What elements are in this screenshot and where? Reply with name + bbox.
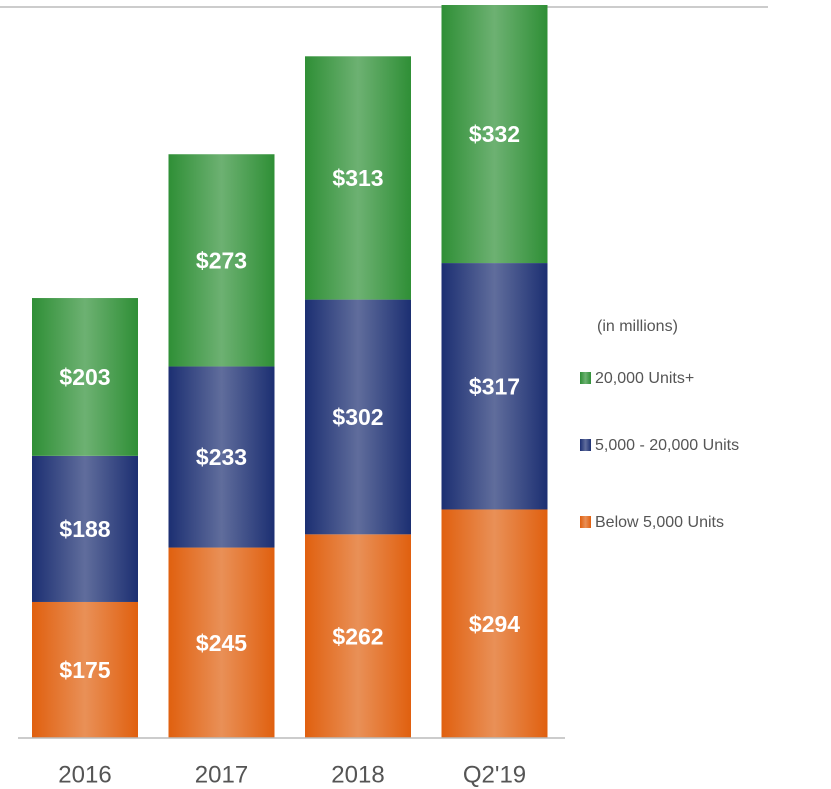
bar-segment (168, 154, 275, 367)
x-tick-label: 2018 (331, 761, 384, 788)
bar-segment (168, 547, 275, 738)
value-label: $317 (469, 373, 520, 399)
value-label: $203 (59, 364, 110, 390)
bar-segment (32, 455, 138, 602)
value-label: $245 (196, 630, 247, 656)
bar-segment (441, 5, 548, 264)
legend-swatch (580, 372, 591, 384)
bar-segment (305, 56, 411, 300)
bar-segment (168, 366, 275, 548)
legend-label: 5,000 - 20,000 Units (595, 437, 739, 454)
value-label: $332 (469, 121, 520, 147)
value-label: $175 (59, 657, 110, 683)
value-label: $273 (196, 247, 247, 273)
value-label: $313 (332, 165, 383, 191)
value-label: $294 (469, 611, 520, 637)
legend-swatch (580, 439, 591, 451)
legend-label: 20,000 Units+ (595, 370, 694, 387)
x-tick-label: 2017 (195, 761, 248, 788)
bar-segment (32, 298, 138, 456)
x-tick-label: Q2'19 (463, 761, 526, 788)
legend-label: Below 5,000 Units (595, 514, 724, 531)
value-label: $262 (332, 623, 383, 649)
value-label: $302 (332, 404, 383, 430)
annotation: (in millions) (597, 318, 678, 335)
bar-segment (441, 263, 548, 510)
legend-swatch (580, 516, 591, 528)
bar-segment (441, 509, 548, 738)
bar-segment (305, 299, 411, 535)
bar-segment (32, 601, 138, 738)
value-label: $233 (196, 444, 247, 470)
value-label: $188 (59, 516, 110, 542)
x-tick-label: 2016 (58, 761, 111, 788)
bar-segment (305, 534, 411, 738)
